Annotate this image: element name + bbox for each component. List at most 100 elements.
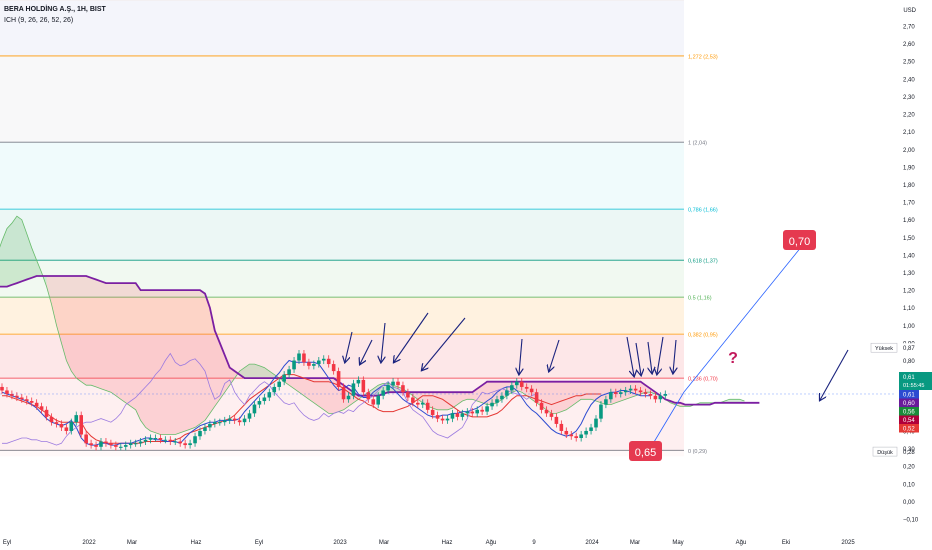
candle[interactable] [183,443,187,446]
candle[interactable] [519,381,524,387]
candle[interactable] [208,423,212,428]
candle[interactable] [242,418,247,423]
candle[interactable] [232,418,237,421]
candle[interactable] [599,404,603,419]
candle[interactable] [604,399,608,405]
candle[interactable] [0,386,4,391]
target-high-badge[interactable] [783,230,816,250]
candle[interactable] [178,441,182,444]
price-axis[interactable]: USD 2,70 2,60 2,50 2,40 2,30 2,20 2,10 2,00 1,90 1… [870,8,932,524]
candle[interactable] [257,401,262,405]
candle[interactable] [34,402,39,407]
candle[interactable] [594,418,598,428]
candle[interactable] [455,413,460,417]
candle[interactable] [381,390,385,396]
candle[interactable] [277,381,281,387]
candle[interactable] [213,422,217,424]
candle[interactable] [10,393,14,396]
candle[interactable] [574,436,578,439]
annotation-arrow[interactable] [345,331,353,362]
candle[interactable] [262,397,267,402]
candle[interactable] [218,422,222,424]
drawings[interactable]: 0,70 0,65? [0,230,895,461]
annotation-arrow[interactable] [549,339,560,371]
candle[interactable] [133,443,138,445]
trend-line-upper[interactable] [683,245,803,393]
candle[interactable] [549,413,554,417]
candle[interactable] [623,390,628,393]
candle[interactable] [153,438,158,440]
candle[interactable] [128,443,133,446]
candle[interactable] [237,420,242,423]
candle[interactable] [54,422,59,424]
annotation-arrow[interactable] [519,338,522,374]
candle[interactable] [109,443,113,446]
candle[interactable] [188,443,192,446]
candle[interactable] [94,445,98,447]
candle[interactable] [193,436,197,444]
candle[interactable] [559,423,564,431]
candle[interactable] [554,416,559,424]
candle[interactable] [564,430,569,435]
candle[interactable] [59,423,64,428]
annotation-arrow[interactable] [381,322,385,362]
candle[interactable] [371,399,376,405]
candle[interactable] [396,381,400,386]
candle[interactable] [198,430,202,437]
candle[interactable] [29,401,34,403]
candle[interactable] [203,427,207,431]
candle[interactable] [420,402,425,405]
candle[interactable] [579,434,583,439]
candle[interactable] [312,364,316,366]
candle[interactable] [445,418,450,421]
candle[interactable] [470,411,475,414]
candle[interactable] [544,409,549,414]
candle[interactable] [287,369,291,375]
candle[interactable] [618,392,623,394]
candle[interactable] [495,399,499,403]
candle[interactable] [440,418,445,421]
candle[interactable] [490,402,494,407]
candle[interactable] [99,441,103,447]
candle[interactable] [326,358,331,365]
candle[interactable] [49,416,54,423]
candle[interactable] [346,395,351,400]
candle[interactable] [222,420,227,423]
candle[interactable] [5,390,9,394]
candle[interactable] [297,353,301,361]
candle[interactable] [539,402,544,410]
candle[interactable] [158,438,163,440]
candle[interactable] [44,409,49,417]
candle[interactable] [401,385,405,393]
annotation-arrow[interactable] [673,339,676,373]
candle[interactable] [20,397,24,400]
candle[interactable] [376,395,380,405]
candle[interactable] [416,402,420,405]
candle[interactable] [123,445,128,447]
candle[interactable] [510,385,514,391]
candle[interactable] [361,379,366,393]
annotation-arrow[interactable] [394,312,429,362]
candle[interactable] [84,434,88,444]
candle[interactable] [589,427,593,431]
candle[interactable] [267,392,272,398]
candle[interactable] [609,392,613,400]
candle[interactable] [168,439,173,442]
candle[interactable] [391,381,395,386]
candle[interactable] [638,390,643,393]
annotation-arrow[interactable] [626,336,634,376]
candle[interactable] [79,415,83,435]
candle[interactable] [173,441,178,443]
candle[interactable] [480,409,484,412]
candle[interactable] [317,360,321,365]
annotation-arrow[interactable] [635,342,641,375]
candle[interactable] [227,418,232,421]
candle[interactable] [292,360,296,370]
candle[interactable] [89,443,93,446]
symbol-title[interactable]: BERA HOLDİNG A.Ş., 1H, BIST [4,6,106,13]
candle[interactable] [584,430,588,435]
candle[interactable] [163,439,168,441]
indicator-label[interactable]: ICH (9, 26, 26, 52, 26) [4,17,74,24]
candle[interactable] [633,388,638,391]
